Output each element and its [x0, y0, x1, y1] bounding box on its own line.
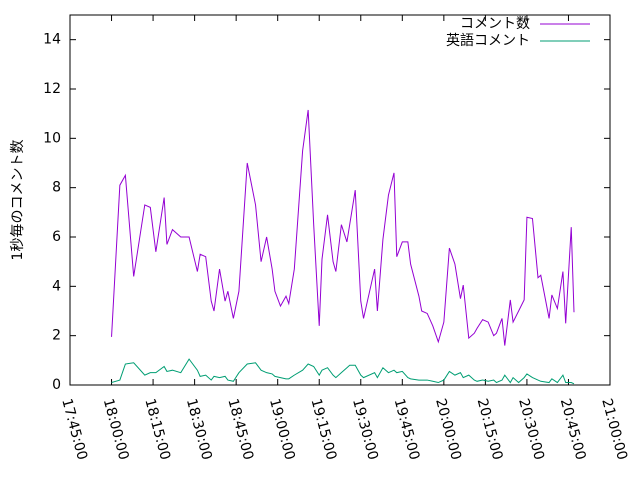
y-tick-label: 8 [52, 180, 61, 196]
x-tick-label: 19:15:00 [308, 397, 340, 462]
x-tick-label: 19:30:00 [349, 397, 381, 462]
legend-label: コメント数 [460, 16, 530, 32]
x-tick-label: 18:30:00 [183, 397, 215, 462]
y-tick-label: 2 [52, 328, 61, 344]
y-tick-label: 10 [43, 130, 61, 146]
y-tick-label: 0 [52, 377, 61, 393]
x-tick-label: 18:15:00 [141, 397, 173, 462]
x-tick-label: 20:45:00 [557, 397, 589, 462]
x-tick-label: 18:45:00 [224, 397, 256, 462]
x-tick-label: 17:45:00 [58, 397, 90, 462]
y-tick-label: 6 [52, 229, 61, 245]
x-tick-label: 20:15:00 [474, 397, 506, 462]
y-tick-label: 4 [52, 278, 61, 294]
x-tick-label: 19:00:00 [266, 397, 298, 462]
series-line [111, 358, 575, 385]
y-tick-label: 14 [43, 32, 61, 48]
x-tick-label: 20:30:00 [515, 397, 547, 462]
x-tick-label: 19:45:00 [391, 397, 423, 462]
x-tick-label: 18:00:00 [100, 397, 132, 462]
y-axis-label: 1秒毎のコメント数 [10, 140, 26, 261]
plot-frame [69, 14, 611, 386]
series-line [111, 109, 575, 346]
y-tick-label: 12 [43, 81, 61, 97]
legend-label: 英語コメント [446, 32, 530, 49]
x-tick-label: 21:00:00 [598, 397, 630, 462]
x-tick-label: 20:00:00 [432, 397, 464, 462]
